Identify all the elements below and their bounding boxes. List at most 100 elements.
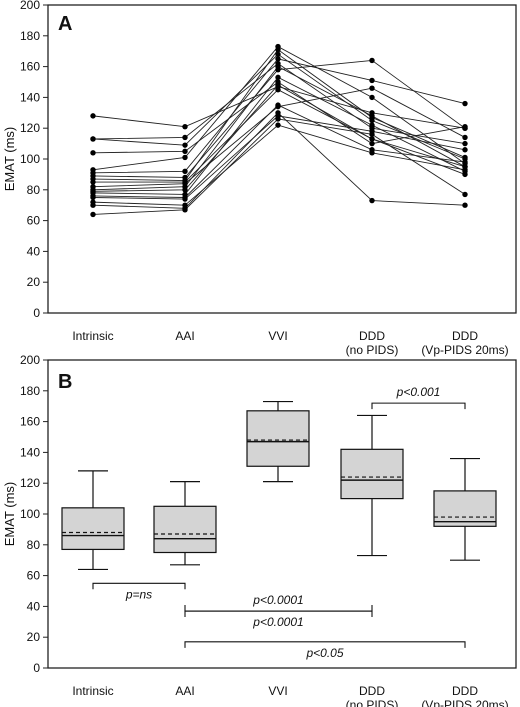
patient-point xyxy=(182,148,188,154)
y-tick-label: 160 xyxy=(20,60,40,74)
panel-a-frame xyxy=(47,4,517,314)
panel-b-significance-brackets: p=ns p<0.001 p<0.0001 p<0.0001 p<0.05 xyxy=(92,385,466,660)
patient-point xyxy=(462,202,468,208)
patient-point xyxy=(462,100,468,107)
patient-point xyxy=(90,150,96,156)
y-tick-label: 0 xyxy=(33,661,40,675)
patient-point xyxy=(275,74,281,81)
x-category-label: DDD xyxy=(452,329,478,343)
patient-point xyxy=(462,159,468,165)
significance-bracket xyxy=(184,641,466,648)
panel-a-y-axis: 0 20 40 60 80 100 120 140 160 180 200 xyxy=(20,0,48,320)
y-tick-label: 200 xyxy=(20,353,40,367)
x-category-label: VVI xyxy=(268,329,287,343)
x-category-sublabel: (Vp-PIDS 20ms) xyxy=(421,343,508,357)
patient-point xyxy=(369,122,375,128)
patient-point xyxy=(275,110,281,116)
panel-a-y-axis-label: EMAT (ms) xyxy=(2,127,17,192)
interquartile-box xyxy=(433,490,497,527)
x-category-label: DDD xyxy=(359,329,385,343)
y-tick-label: 20 xyxy=(27,275,41,289)
patient-point xyxy=(369,131,375,138)
box-1 xyxy=(153,481,217,566)
patient-point xyxy=(462,191,468,198)
patient-point xyxy=(369,136,375,142)
y-tick-label: 180 xyxy=(20,384,40,398)
y-tick-label: 40 xyxy=(27,244,41,258)
y-tick-label: 120 xyxy=(20,121,40,135)
patient-point xyxy=(90,194,96,201)
patient-point xyxy=(182,123,188,130)
patient-line xyxy=(92,115,466,200)
patient-point xyxy=(182,142,188,148)
panel-b-boxes xyxy=(61,400,497,571)
panel-b-y-axis-label: EMAT (ms) xyxy=(2,482,17,547)
x-category-label: AAI xyxy=(175,329,194,343)
x-category-label: AAI xyxy=(175,684,194,698)
patient-point xyxy=(275,46,281,53)
patient-point xyxy=(462,140,468,147)
patient-point xyxy=(275,56,281,62)
patient-point xyxy=(369,85,375,91)
p-value-label: p<0.0001 xyxy=(252,593,303,607)
patient-point xyxy=(369,150,375,156)
panel-b-y-axis: 0 20 40 60 80 100 120 140 160 180 200 xyxy=(20,353,48,675)
patient-point xyxy=(275,82,281,88)
p-value-label: p<0.05 xyxy=(305,646,343,660)
box-2 xyxy=(246,400,310,483)
patient-point xyxy=(182,168,188,175)
x-category-label: DDD xyxy=(359,684,385,698)
y-tick-label: 60 xyxy=(27,569,41,583)
y-tick-label: 80 xyxy=(27,538,41,552)
y-tick-label: 100 xyxy=(20,507,40,521)
patient-point xyxy=(369,57,375,64)
y-tick-label: 0 xyxy=(33,306,40,320)
panel-a-label: A xyxy=(58,13,72,35)
y-tick-label: 120 xyxy=(20,476,40,490)
y-tick-label: 160 xyxy=(20,415,40,429)
interquartile-box xyxy=(61,507,125,551)
x-category-label: VVI xyxy=(268,684,287,698)
y-tick-label: 40 xyxy=(27,599,41,613)
p-value-label: p=ns xyxy=(125,587,152,601)
panel-b-box-plot: B EMAT (ms) 020406080100120140160180200 … xyxy=(2,353,517,707)
panel-b-label: B xyxy=(58,371,72,393)
patient-point xyxy=(90,113,96,119)
patient-point xyxy=(275,87,281,93)
patient-point xyxy=(275,51,281,57)
significance-bracket xyxy=(92,582,186,590)
y-tick-label: 80 xyxy=(27,183,41,197)
patient-point xyxy=(275,102,281,108)
x-category-sublabel: (Vp-PIDS 20ms) xyxy=(421,698,508,707)
interquartile-box xyxy=(246,410,310,467)
patient-point xyxy=(182,154,188,161)
patient-point xyxy=(90,136,96,142)
patient-point xyxy=(275,116,281,122)
x-category-sublabel: (no PIDS) xyxy=(346,698,399,707)
p-value-label: p<0.001 xyxy=(396,385,441,399)
y-tick-label: 140 xyxy=(20,445,40,459)
box-4 xyxy=(433,457,497,561)
interquartile-box xyxy=(340,448,404,500)
y-tick-label: 180 xyxy=(20,29,40,43)
x-category-sublabel: (no PIDS) xyxy=(346,343,399,357)
y-tick-label: 20 xyxy=(27,630,41,644)
patient-point xyxy=(90,202,96,208)
y-tick-label: 140 xyxy=(20,90,40,104)
panel-a-line-chart: A EMAT (ms) 020406080100120140160180200 … xyxy=(2,0,517,357)
box-3 xyxy=(340,414,404,557)
x-category-label: DDD xyxy=(452,684,478,698)
patient-point xyxy=(90,211,96,218)
patient-point xyxy=(462,154,468,161)
x-category-label: Intrinsic xyxy=(72,329,113,343)
interquartile-box xyxy=(153,505,217,554)
patient-point xyxy=(90,179,96,185)
p-value-label: p<0.0001 xyxy=(252,615,303,629)
panel-a-patient-points xyxy=(90,43,468,218)
y-tick-label: 60 xyxy=(27,214,41,228)
patient-point xyxy=(369,140,375,147)
significance-bracket xyxy=(184,610,373,618)
patient-point xyxy=(275,63,281,70)
patient-point xyxy=(275,122,281,128)
